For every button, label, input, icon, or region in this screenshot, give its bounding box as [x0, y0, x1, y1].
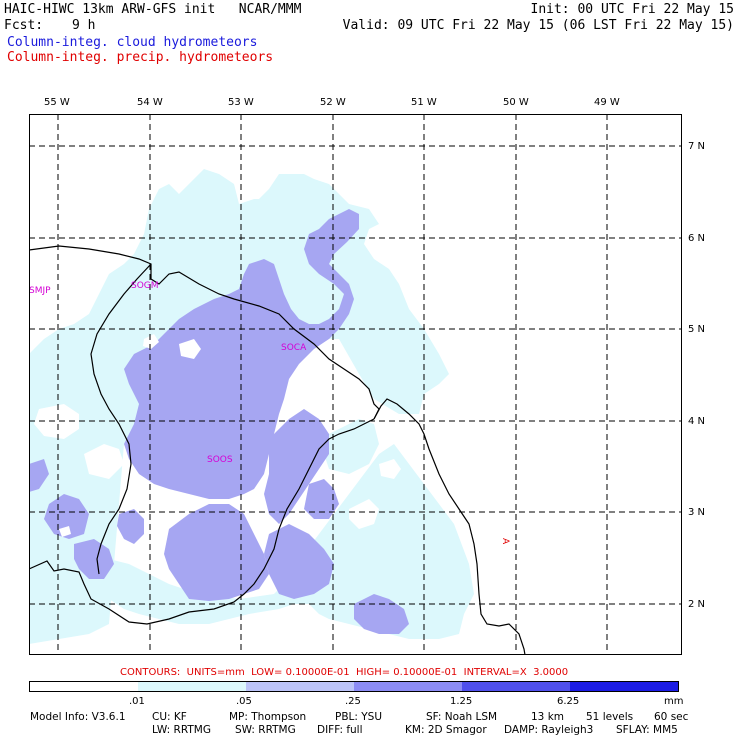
field-cloud-label: Column-integ. cloud hydrometeors: [7, 35, 258, 50]
lat-label: 3 N: [688, 507, 706, 518]
model-sf: SF: Noah LSM: [426, 711, 498, 723]
model-km: KM: 2D Smagor: [405, 724, 487, 736]
lon-label: 50 W: [503, 97, 529, 108]
map-frame: [29, 114, 682, 655]
lat-label: 2 N: [688, 599, 706, 610]
station-label: SOOS: [207, 455, 233, 465]
model-version: Model Info: V3.6.1: [30, 711, 126, 723]
model-diff: DIFF: full: [317, 724, 363, 736]
legend-swatch: [138, 682, 246, 691]
legend-swatch: [354, 682, 462, 691]
lat-label: 5 N: [688, 324, 706, 335]
legend-units: mm: [664, 696, 684, 707]
lat-label: 4 N: [688, 416, 706, 427]
forecast-label: Fcst:: [4, 18, 44, 33]
init-time: Init: 00 UTC Fri 22 May 15: [530, 2, 735, 17]
legend-threshold: 1.25: [450, 696, 473, 707]
model-timestep: 60 sec: [654, 711, 689, 723]
model-cu: CU: KF: [152, 711, 187, 723]
lon-label: 51 W: [411, 97, 437, 108]
model-lw: LW: RRTMG: [152, 724, 211, 736]
legend-swatch: [462, 682, 570, 691]
lon-label: 55 W: [44, 97, 70, 108]
lon-label: 54 W: [137, 97, 163, 108]
plot-title: HAIC-HIWC 13km ARW-GFS init NCAR/MMM: [4, 2, 302, 17]
legend-threshold: .01: [129, 696, 145, 707]
forecast-hour: 9 h: [72, 18, 96, 33]
legend-threshold: 6.25: [557, 696, 580, 707]
model-levels: 51 levels: [586, 711, 634, 723]
lon-label: 52 W: [320, 97, 346, 108]
legend-threshold: .25: [345, 696, 361, 707]
lon-label: 53 W: [228, 97, 254, 108]
legend-swatch: [246, 682, 354, 691]
legend-threshold: .05: [236, 696, 252, 707]
model-sflay: SFLAY: MM5: [616, 724, 678, 736]
lat-lon-grid: [29, 114, 682, 655]
lat-label: 6 N: [688, 233, 706, 244]
model-pbl: PBL: YSU: [335, 711, 383, 723]
station-label: SMJP: [29, 286, 51, 296]
forecast-map: SMJP SOGM SOCA SOOS A: [29, 114, 682, 655]
model-mp: MP: Thompson: [229, 711, 307, 723]
station-label: SOCA: [281, 343, 307, 353]
model-damp: DAMP: Rayleigh3: [504, 724, 594, 736]
coastlines: [29, 245, 526, 655]
field-precip-label: Column-integ. precip. hydrometeors: [7, 50, 274, 65]
model-sw: SW: RRTMG: [235, 724, 296, 736]
marker-label: A: [500, 538, 510, 545]
legend-swatch: [30, 682, 138, 691]
color-legend: [29, 681, 679, 692]
legend-swatch: [570, 682, 678, 691]
model-resolution: 13 km: [531, 711, 565, 723]
valid-time: Valid: 09 UTC Fri 22 May 15 (06 LST Fri …: [342, 18, 734, 33]
precip-field: [29, 209, 409, 634]
lat-label: 7 N: [688, 141, 706, 152]
lon-label: 49 W: [594, 97, 620, 108]
clear-areas: [34, 334, 401, 537]
station-label: SOGM: [131, 281, 159, 291]
contours-info: CONTOURS: UNITS=mm LOW= 0.10000E-01 HIGH…: [120, 667, 569, 678]
